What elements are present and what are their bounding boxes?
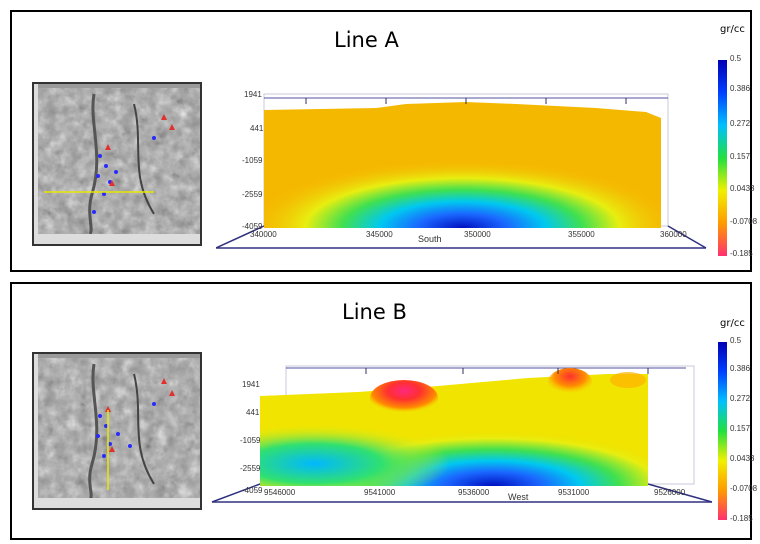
scale-tick: 0.272 bbox=[730, 394, 750, 403]
elevation-tick: 441 bbox=[250, 124, 263, 133]
color-scale-bar bbox=[718, 342, 727, 520]
panel-title: Line A bbox=[334, 28, 399, 52]
panel-line-b: Line B bbox=[10, 282, 752, 540]
terrain-map-image bbox=[34, 84, 200, 244]
elevation-tick: -2559 bbox=[242, 190, 262, 199]
easting-tick: 360000 bbox=[660, 230, 687, 239]
location-map bbox=[32, 82, 202, 246]
elevation-tick: 1941 bbox=[242, 380, 260, 389]
scale-tick: 0.157 bbox=[730, 152, 750, 161]
scale-unit: gr/cc bbox=[720, 318, 745, 329]
direction-label: South bbox=[418, 234, 442, 244]
easting-tick: 350000 bbox=[464, 230, 491, 239]
panel-line-a: Line A bbox=[10, 10, 752, 272]
scale-tick: -0.185 bbox=[730, 514, 753, 523]
density-section: 1941 441 -1059 -2559 -4059 9546000 95410… bbox=[208, 352, 718, 512]
scale-tick: 0.0433 bbox=[730, 454, 754, 463]
color-scale-bar bbox=[718, 60, 727, 256]
elevation-tick: -2559 bbox=[240, 464, 260, 473]
elevation-tick: 441 bbox=[246, 408, 259, 417]
density-section-plot bbox=[216, 88, 712, 250]
terrain-map-image bbox=[34, 354, 200, 508]
scale-tick: 0.386 bbox=[730, 364, 750, 373]
northing-tick: 9536000 bbox=[458, 488, 489, 497]
easting-tick: 340000 bbox=[250, 230, 277, 239]
scale-tick: 0.0433 bbox=[730, 184, 754, 193]
easting-tick: 355000 bbox=[568, 230, 595, 239]
northing-tick: 9531000 bbox=[558, 488, 589, 497]
direction-label: West bbox=[508, 492, 528, 502]
scale-tick: 0.5 bbox=[730, 54, 741, 63]
scale-unit: gr/cc bbox=[720, 24, 745, 35]
northing-tick: 9546000 bbox=[264, 488, 295, 497]
scale-tick: 0.157 bbox=[730, 424, 750, 433]
scale-tick: 0.386 bbox=[730, 84, 750, 93]
elevation-tick: -1059 bbox=[240, 436, 260, 445]
elevation-tick: -1059 bbox=[242, 156, 262, 165]
elevation-tick: -4059 bbox=[242, 486, 262, 495]
scale-tick: -0.185 bbox=[730, 249, 753, 258]
elevation-tick: 1941 bbox=[244, 90, 262, 99]
northing-tick: 9541000 bbox=[364, 488, 395, 497]
scale-tick: 0.5 bbox=[730, 336, 741, 345]
scale-tick: 0.272 bbox=[730, 119, 750, 128]
scale-tick: -0.0708 bbox=[730, 484, 757, 493]
easting-tick: 345000 bbox=[366, 230, 393, 239]
scale-tick: -0.0708 bbox=[730, 217, 757, 226]
location-map bbox=[32, 352, 202, 510]
density-section: 1941 441 -1059 -2559 -4059 340000 345000… bbox=[216, 88, 712, 250]
northing-tick: 9526000 bbox=[654, 488, 685, 497]
panel-title: Line B bbox=[342, 300, 407, 324]
